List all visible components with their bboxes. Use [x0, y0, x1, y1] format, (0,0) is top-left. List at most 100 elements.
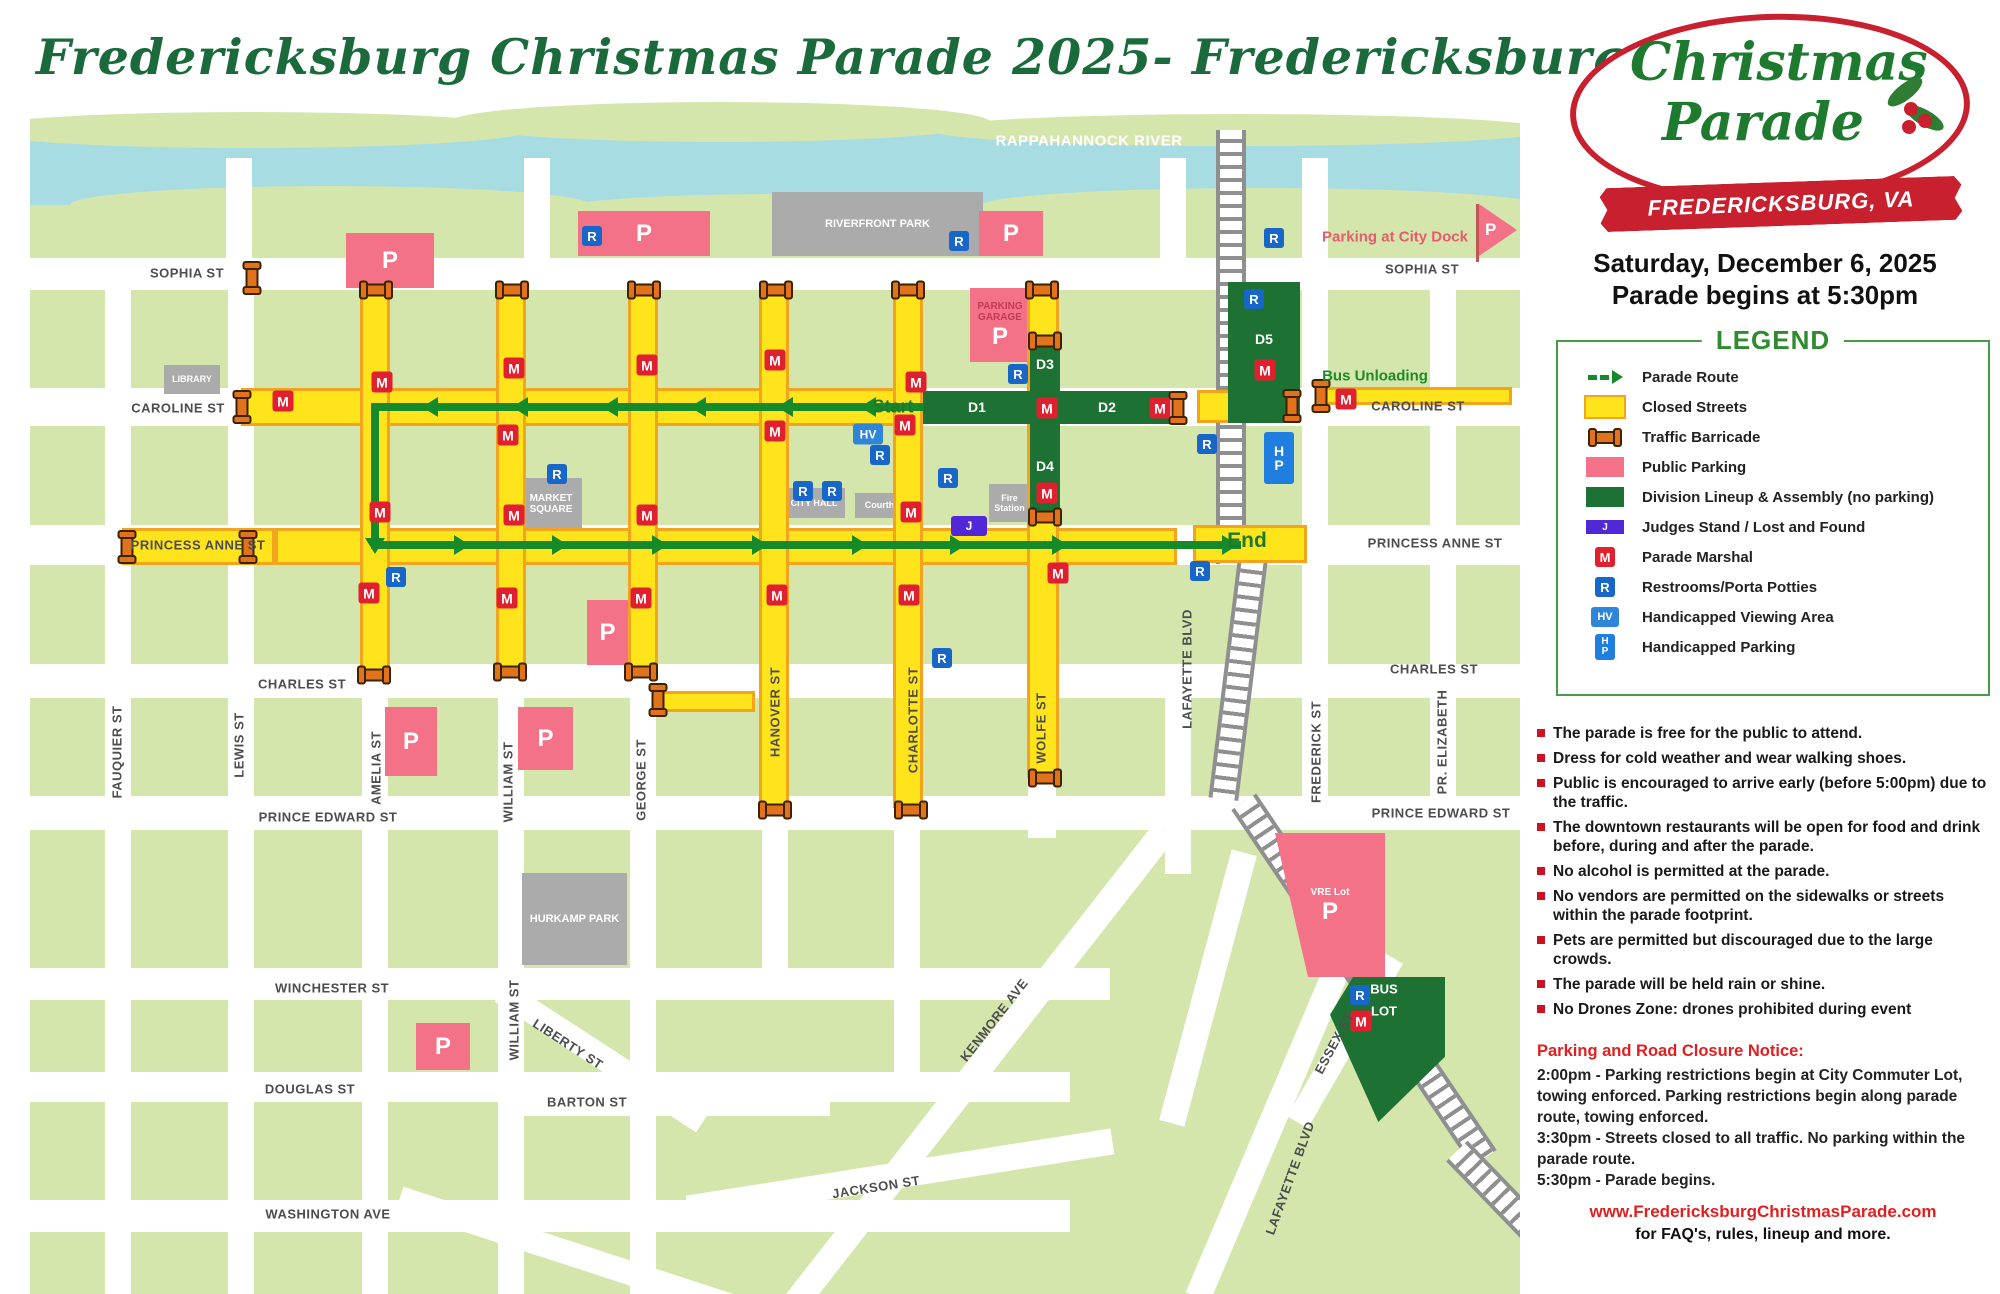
river-bank — [70, 186, 590, 224]
info-bullet: The parade will be held rain or shine. — [1537, 975, 1989, 994]
info-bullet: Pets are permitted but discouraged due t… — [1537, 931, 1989, 969]
hv-legend-icon: HV — [1582, 607, 1628, 627]
parade-route-arrow-icon — [552, 535, 568, 555]
parade-marshal-icon: M — [636, 504, 658, 526]
parade-route-line — [371, 403, 379, 549]
bullet-icon — [1537, 754, 1545, 762]
street-label: LEWIS ST — [231, 712, 247, 778]
parade-route-arrow-icon — [422, 397, 438, 417]
legend-item: Division Lineup & Assembly (no parking) — [1582, 486, 1978, 508]
judges-stand-icon: J — [951, 516, 987, 536]
river-bank — [30, 112, 530, 148]
closure-notice-title: Parking and Road Closure Notice: — [1537, 1042, 1804, 1060]
city-dock-parking-flag-label: P — [1485, 220, 1497, 239]
parade-route-arrow-icon — [777, 397, 793, 417]
info-bullet-text: No Drones Zone: drones prohibited during… — [1553, 1001, 1912, 1018]
restroom-icon: R — [1264, 228, 1284, 248]
info-bullet-text: Dress for cold weather and wear walking … — [1553, 750, 1907, 767]
parade-marshal-icon: M — [371, 371, 393, 393]
parade-marshal-icon: M — [1350, 1010, 1372, 1032]
event-logo: Christmas Parade FREDERICKSBURG, VA — [1552, 6, 1998, 238]
parade-marshal-icon: M — [503, 357, 525, 379]
parade-marshal-icon: M — [503, 504, 525, 526]
legend-item: J Judges Stand / Lost and Found — [1582, 516, 1978, 538]
street-label: LAFAYETTE BLVD — [1179, 609, 1195, 729]
map-text-d2: D2 — [1098, 399, 1116, 415]
legend-item: Parade Route — [1582, 366, 1978, 388]
parking-lot-label: VRE Lot — [1310, 886, 1350, 898]
parking-p-glyph: P — [1002, 219, 1019, 247]
info-bullet-text: No vendors are permitted on the sidewalk… — [1553, 888, 1945, 924]
traffic-barricade-icon — [651, 685, 665, 715]
info-bullet-text: Pets are permitted but discouraged due t… — [1553, 932, 1933, 968]
bullet-icon — [1537, 892, 1545, 900]
footer-tagline: for FAQ's, rules, lineup and more. — [1635, 1226, 1891, 1243]
legend-item: M Parade Marshal — [1582, 546, 1978, 568]
street-label: SOPHIA ST — [1384, 261, 1460, 277]
legend-item-label: Restrooms/Porta Potties — [1642, 578, 1818, 596]
legend-items: Parade Route Closed Streets Traffic Barric… — [1582, 366, 1978, 660]
legend-item-label: Parade Marshal — [1642, 548, 1753, 566]
info-bullet: The parade is free for the public to att… — [1537, 724, 1989, 743]
bullet-icon — [1537, 980, 1545, 988]
parking-p-glyph: P — [381, 246, 398, 274]
street-label: PRINCESS ANNE ST — [130, 537, 266, 553]
landmark-library: LIBRARY — [164, 365, 220, 394]
public-parking-lot: P — [385, 707, 437, 776]
landmark-hurkamp-park: HURKAMP PARK — [522, 873, 627, 965]
parade-marshal-icon: M — [764, 420, 786, 442]
street — [30, 1200, 1070, 1232]
parade-marshal-icon: M — [496, 587, 518, 609]
parade-marshal-icon: M — [630, 587, 652, 609]
barricade-legend-icon — [1582, 427, 1628, 447]
street-label: WINCHESTER ST — [274, 980, 390, 996]
info-bullet-list: The parade is free for the public to att… — [1537, 724, 1989, 1019]
closure-notice-line: 5:30pm - Parade begins. — [1537, 1172, 1716, 1189]
legend-item-label: Judges Stand / Lost and Found — [1642, 518, 1866, 536]
legend-item: R Restrooms/Porta Potties — [1582, 576, 1978, 598]
parking-p-glyph: P — [991, 323, 1008, 350]
legend-item: HV Handicapped Viewing Area — [1582, 606, 1978, 628]
info-bullet: No Drones Zone: drones prohibited during… — [1537, 1000, 1989, 1019]
bullet-icon — [1537, 936, 1545, 944]
parking-p-glyph: P — [434, 1032, 451, 1060]
street-label: BARTON ST — [546, 1094, 628, 1110]
judges-legend-icon: J — [1582, 520, 1628, 534]
traffic-barricade-icon — [245, 263, 259, 293]
traffic-barricade-icon — [1025, 280, 1059, 300]
restroom-icon: R — [793, 481, 813, 501]
parade-route-arrow-icon — [652, 535, 668, 555]
street-label: PRINCESS ANNE ST — [1367, 535, 1503, 551]
legend-item: Closed Streets — [1582, 395, 1978, 419]
closed-street — [628, 292, 658, 670]
restroom-icon: R — [386, 567, 406, 587]
street-label: GEORGE ST — [633, 739, 649, 821]
parade-marshal-icon: M — [1047, 562, 1069, 584]
city-dock-parking-flag-icon — [1479, 204, 1517, 256]
public-parking-lot: P — [979, 211, 1043, 256]
restroom-icon: R — [870, 445, 890, 465]
map-text-parking-at-city-dock: Parking at City Dock — [1322, 228, 1468, 246]
website-link[interactable]: www.FredericksburgChristmasParade.com — [1589, 1202, 1937, 1221]
parade-marshal-icon: M — [898, 584, 920, 606]
parade-marshal-icon: M — [1036, 397, 1058, 419]
event-time: Parade begins at 5:30pm — [1611, 280, 1919, 310]
traffic-barricade-icon — [1028, 507, 1062, 527]
river-bank — [980, 188, 1520, 224]
info-bullet-text: The parade will be held rain or shine. — [1553, 976, 1826, 993]
restroom-icon: R — [932, 648, 952, 668]
m-legend-icon: M — [1582, 547, 1628, 567]
parade-marshal-icon: M — [1335, 388, 1357, 410]
street — [30, 968, 1110, 1000]
footer: www.FredericksburgChristmasParade.com fo… — [1537, 1202, 1989, 1244]
street-label: FAUQUIER ST — [109, 705, 125, 799]
street — [226, 158, 252, 260]
parade-marshal-icon: M — [1149, 397, 1171, 419]
public-parking-lot: P — [587, 600, 628, 665]
parade-marshal-icon: M — [894, 414, 916, 436]
map-text-start: Start — [872, 396, 914, 417]
street — [228, 258, 254, 1294]
legend-item-label: Division Lineup & Assembly (no parking) — [1642, 488, 1934, 506]
traffic-barricade-icon — [495, 280, 529, 300]
